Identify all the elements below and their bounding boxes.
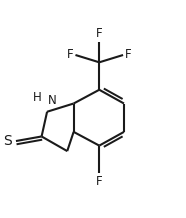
Text: N: N [48,94,57,107]
Text: F: F [96,175,102,188]
Text: F: F [96,27,102,40]
Text: F: F [125,48,132,61]
Text: H: H [33,91,42,104]
Text: F: F [67,48,74,61]
Text: S: S [3,134,11,148]
